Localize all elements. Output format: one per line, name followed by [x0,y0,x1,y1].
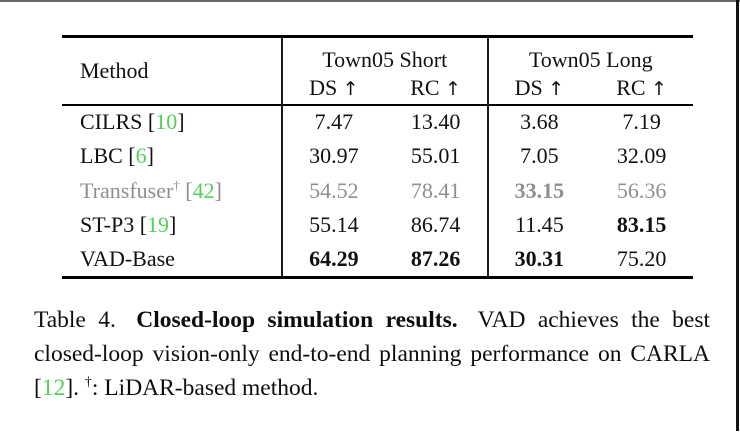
value-cell: 78.41 [410,177,461,203]
method-cell: CILRS [10] [80,109,185,135]
value-cell: 30.97 [281,139,385,174]
screen-edge-right [736,0,739,431]
results-table: Method Town05 Short Town05 Long DS ↑ RC … [62,35,694,279]
value-cell: 55.01 [410,143,461,169]
caption-body: VAD achieves the best closed-loop vision… [34,307,711,401]
column-header-rc-short: RC ↑ [410,75,462,100]
table-caption: Table 4. Closed-loop simulation results.… [34,307,711,401]
column-header-method: Method [80,57,149,83]
table-row-lbc: LBC [6] 30.97 55.01 7.05 32.09 [62,139,693,174]
value-cell: 75.20 [616,246,667,271]
value-cell: 32.09 [616,143,667,169]
caption-title: Closed-loop simulation results. [136,307,458,333]
value-cell: 54.52 [281,173,385,208]
value-cell: 55.14 [281,208,385,243]
citation-number: 19 [147,212,170,238]
value-cell: 64.29 [281,242,385,277]
value-cell: 56.36 [616,177,667,203]
method-cell: VAD-Base [80,246,175,271]
method-cell: ST-P3 [19] [80,212,177,238]
column-header-rc-long: RC ↑ [616,75,668,100]
column-group-town05-short: Town05 Short [281,36,488,73]
value-cell: 13.40 [410,109,461,135]
value-cell: 33.15 [486,173,591,208]
citation-number: 12 [41,375,66,401]
citation-number: 6 [135,143,147,169]
value-cell: 30.31 [486,242,591,277]
value-cell: 11.45 [486,208,591,243]
value-cell: 3.68 [486,104,591,139]
value-cell: 7.05 [486,139,591,174]
closed-loop-results-table: Method Town05 Short Town05 Long DS ↑ RC … [62,35,694,279]
citation-number: 42 [192,177,215,203]
table-row-stp3: ST-P3 [19] 55.14 86.74 11.45 83.15 [62,208,693,243]
up-arrow-icon: ↑ [548,78,565,100]
table-row-cilrs: CILRS [10] 7.47 13.40 3.68 7.19 [62,104,693,139]
column-group-town05-long: Town05 Long [486,36,694,73]
value-cell: 7.47 [281,104,385,139]
up-arrow-icon: ↑ [342,78,359,100]
value-cell: 7.19 [622,109,661,135]
column-header-ds-short: DS ↑ [281,72,385,105]
up-arrow-icon: ↑ [445,78,462,100]
method-cell: LBC [6] [80,143,154,169]
table-row-vad-base: VAD-Base 64.29 87.26 30.31 75.20 [62,242,693,277]
table-header: Method Town05 Short Town05 Long DS ↑ RC … [62,36,694,105]
caption-label: Table 4. [34,307,116,333]
up-arrow-icon: ↑ [651,78,668,100]
screen-edge-top [0,0,740,2]
column-header-ds-long: DS ↑ [486,72,591,105]
table-row-transfuser: Transfuser† [42] 54.52 78.41 33.15 56.36 [62,173,693,208]
method-cell: Transfuser† [42] [80,177,222,203]
dagger-mark: † [173,177,180,193]
value-cell: 86.74 [410,212,461,238]
value-cell: 83.15 [616,212,667,238]
value-cell: 87.26 [410,246,461,271]
citation-number: 10 [155,109,178,135]
dagger-mark: † [84,375,92,391]
